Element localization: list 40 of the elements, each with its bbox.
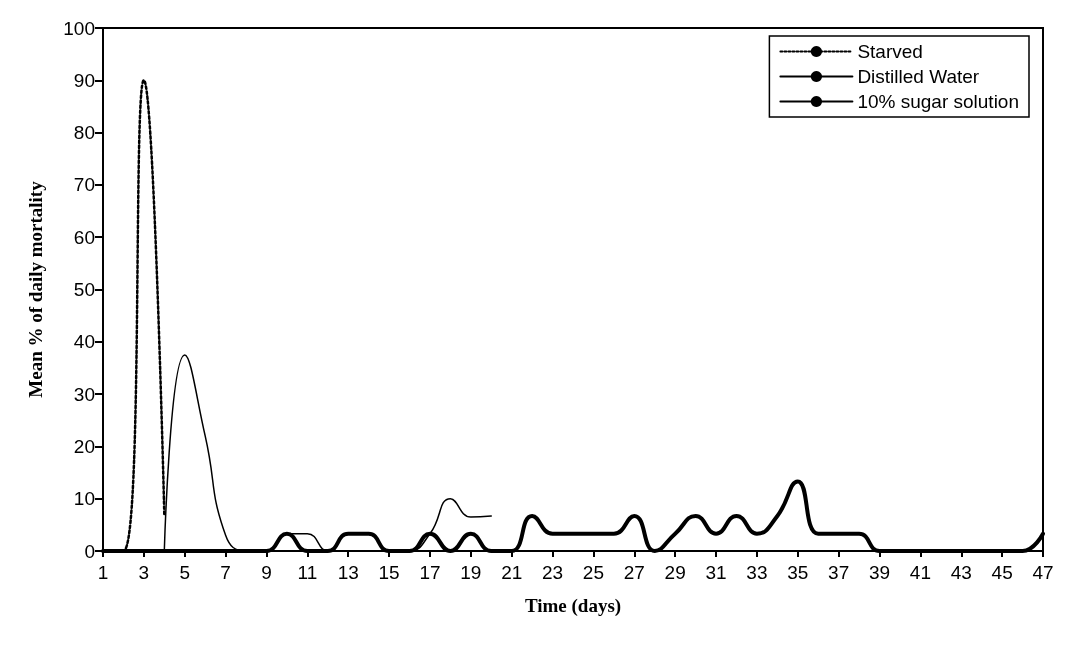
- x-tick-label: 43: [950, 562, 972, 583]
- x-tick-label: 7: [220, 562, 231, 583]
- x-tick-label: 11: [297, 562, 318, 583]
- y-tick-label: 100: [63, 17, 95, 39]
- x-tick-label: 23: [541, 562, 564, 583]
- legend-label: Starved: [857, 41, 923, 62]
- y-tick-label: 70: [73, 174, 95, 196]
- y-tick-label: 80: [73, 122, 95, 144]
- x-tick-label: 47: [1032, 562, 1054, 583]
- x-tick-label: 13: [337, 562, 359, 583]
- y-tick-label: 60: [73, 226, 95, 248]
- x-tick-label: 39: [868, 562, 891, 583]
- y-axis-title: Mean % of daily mortality: [25, 180, 46, 398]
- x-tick-label: 5: [179, 562, 191, 583]
- x-tick-label: 15: [378, 562, 400, 583]
- x-tick-label: 17: [419, 562, 441, 583]
- x-tick-label: 41: [909, 562, 931, 583]
- y-tick-label: 0: [84, 540, 95, 562]
- x-tick-label: 37: [828, 562, 850, 583]
- legend-label: Distilled Water: [857, 66, 980, 87]
- y-tick-label: 10: [73, 488, 95, 510]
- y-tick-label: 20: [73, 435, 95, 457]
- x-tick-label: 3: [138, 562, 150, 583]
- x-tick-label: 33: [746, 562, 768, 583]
- x-tick-label: 31: [705, 562, 727, 583]
- legend-label: 10% sugar solution: [857, 91, 1020, 112]
- x-tick-label: 1: [97, 562, 109, 583]
- x-tick-label: 9: [261, 562, 272, 583]
- y-tick-label: 40: [73, 331, 95, 353]
- x-tick-label: 29: [664, 562, 686, 583]
- x-tick-label: 45: [991, 562, 1013, 583]
- x-tick-label: 35: [787, 562, 809, 583]
- y-tick-label: 90: [73, 69, 95, 91]
- x-tick-label: 19: [460, 562, 482, 583]
- x-tick-label: 27: [623, 562, 645, 583]
- y-tick-label: 50: [73, 279, 95, 300]
- x-axis-title: Time (days): [524, 595, 622, 617]
- x-tick-label: 21: [501, 562, 523, 583]
- x-tick-label: 25: [582, 562, 605, 583]
- y-tick-label: 30: [73, 383, 95, 405]
